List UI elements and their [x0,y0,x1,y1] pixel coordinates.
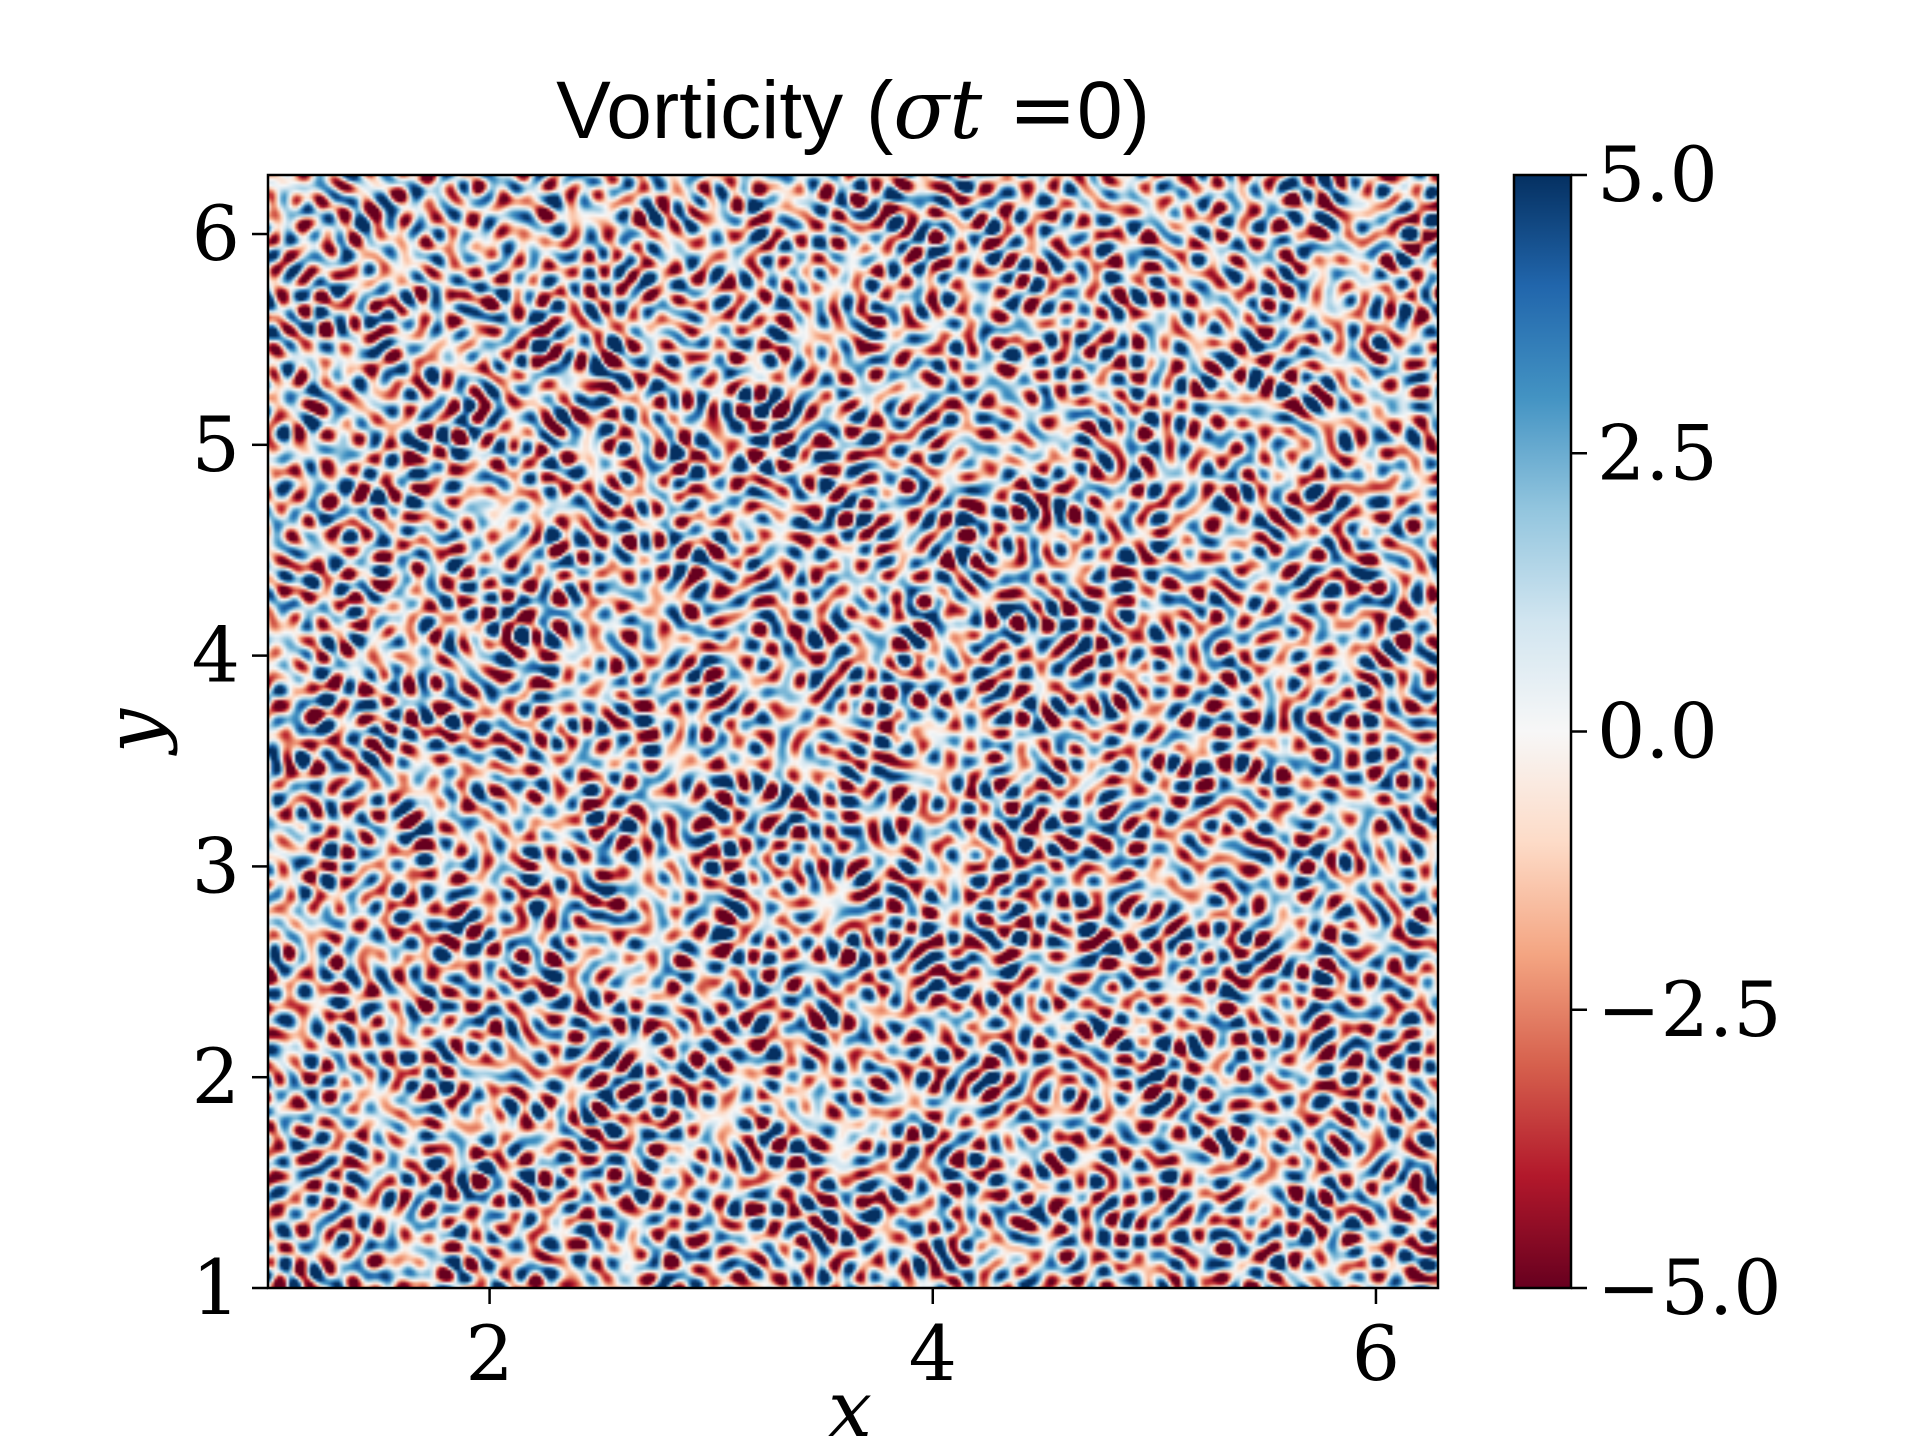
title-equals: = [982,63,1077,158]
y-tick-label: 1 [192,1243,240,1332]
chart-title: Vorticity (σt =0) [556,63,1150,158]
x-tick-label: 6 [1352,1309,1400,1398]
x-axis-ticks: 2 4 6 [465,1288,1400,1398]
title-value: 0 [1076,65,1123,156]
y-axis-label: y [89,708,179,756]
plot-frame [266,173,1440,1290]
colorbar-ticks: 5.0 2.5 0.0 −2.5 −5.0 [1571,130,1782,1332]
colorbar-tick-label: 5.0 [1597,130,1718,219]
y-tick-label: 4 [192,611,240,700]
vorticity-heatmap [268,175,1438,1288]
colorbar-tick-label: −2.5 [1597,965,1782,1054]
title-variable: σt [893,63,983,158]
colorbar: 5.0 2.5 0.0 −2.5 −5.0 [1512,130,1782,1332]
colorbar-tick-label: −5.0 [1597,1243,1782,1332]
y-tick-label: 5 [192,400,240,489]
y-axis-ticks: 1 2 3 4 5 6 [192,189,268,1332]
colorbar-tick-label: 2.5 [1597,408,1718,497]
x-tick-label: 2 [465,1309,513,1398]
colorbar-tick-label: 0.0 [1597,687,1718,776]
y-tick-label: 2 [192,1032,240,1121]
x-axis-label: x [828,1365,872,1440]
y-tick-label: 6 [192,189,240,278]
x-tick-label: 4 [909,1309,957,1398]
y-tick-label: 3 [192,821,240,910]
